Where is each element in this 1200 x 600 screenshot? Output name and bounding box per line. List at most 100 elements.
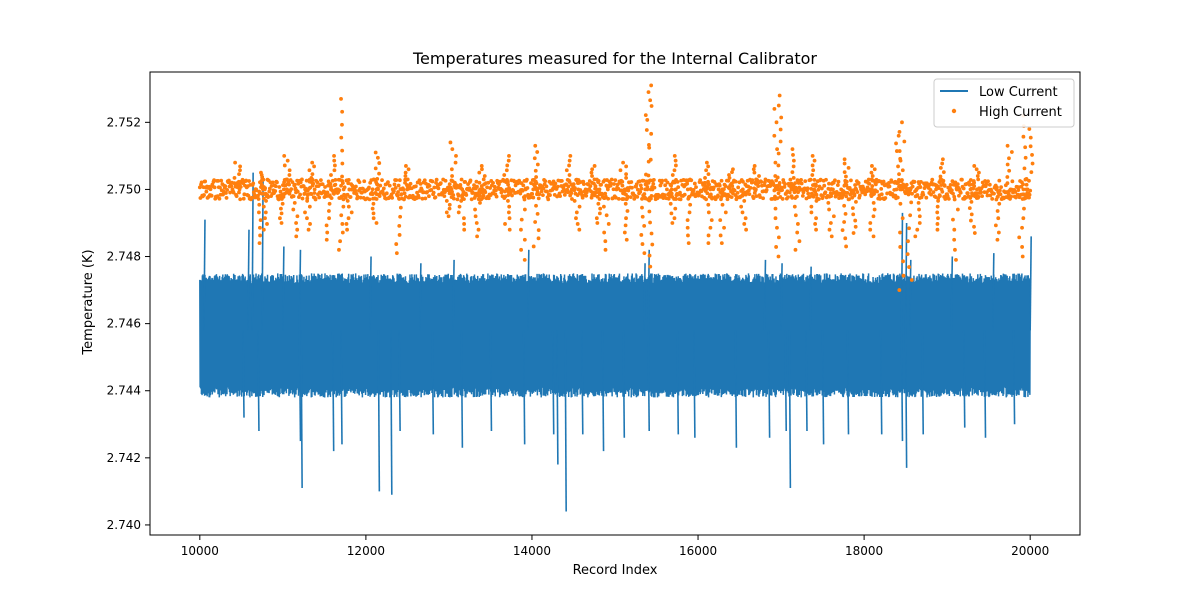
high-current-point — [996, 216, 1001, 221]
high-current-point — [622, 230, 627, 235]
high-current-point — [536, 228, 541, 233]
high-current-point — [704, 160, 709, 165]
high-current-point — [1016, 188, 1021, 193]
high-current-point — [444, 210, 449, 215]
high-current-point — [897, 177, 901, 182]
high-current-point — [371, 201, 376, 206]
high-current-point — [893, 179, 898, 184]
high-current-point — [447, 202, 452, 207]
high-current-point — [895, 195, 900, 200]
high-current-point — [871, 200, 876, 205]
high-current-point — [938, 174, 943, 179]
high-current-point — [993, 223, 998, 228]
high-current-point — [423, 196, 428, 201]
high-current-point — [295, 227, 300, 232]
high-current-point — [505, 177, 509, 182]
high-current-point — [472, 183, 476, 188]
high-current-point — [997, 201, 1002, 206]
high-current-point — [702, 187, 707, 192]
high-current-point — [647, 142, 651, 147]
high-current-point — [976, 194, 981, 199]
high-current-point — [914, 194, 919, 199]
low-current-spike — [622, 330, 626, 438]
high-current-point — [872, 167, 877, 172]
high-current-point — [1014, 195, 1018, 200]
high-current-point — [783, 182, 787, 186]
high-current-point — [387, 183, 392, 188]
high-current-point — [237, 187, 242, 192]
high-current-point — [632, 197, 637, 201]
high-current-point — [665, 180, 670, 185]
plot-frame — [149, 71, 1081, 536]
high-current-point — [931, 190, 936, 195]
high-current-point — [998, 188, 1002, 193]
high-current-point — [427, 183, 432, 188]
high-current-point — [813, 222, 818, 226]
high-current-point — [790, 196, 795, 200]
high-current-point — [1022, 166, 1027, 171]
x-tick-label: 14000 — [513, 544, 551, 558]
high-current-point — [844, 244, 848, 249]
high-current-point — [590, 167, 595, 172]
high-current-point — [306, 227, 311, 232]
high-current-point — [646, 173, 651, 178]
high-current-point — [1027, 178, 1031, 183]
high-current-point — [896, 133, 901, 138]
high-current-point — [790, 170, 795, 175]
high-current-point — [869, 170, 874, 175]
high-current-point — [405, 177, 410, 182]
high-current-point — [672, 216, 677, 221]
high-current-point — [565, 177, 570, 182]
high-current-point — [773, 197, 778, 201]
high-current-point — [900, 216, 905, 221]
high-current-point — [566, 184, 571, 189]
high-current-point — [840, 195, 844, 200]
high-current-point — [900, 120, 904, 125]
high-current-point — [305, 199, 310, 203]
high-current-point — [795, 230, 800, 235]
high-current-point — [857, 193, 862, 198]
high-current-point — [225, 187, 230, 192]
y-axis-label: Temperature (K) — [81, 249, 96, 355]
high-current-point — [640, 242, 645, 246]
high-current-point — [897, 288, 902, 292]
high-current-point — [915, 227, 920, 232]
high-current-point — [814, 182, 818, 187]
high-current-point — [719, 178, 724, 183]
high-current-point — [422, 178, 427, 183]
high-current-point — [611, 187, 616, 192]
high-current-point — [692, 181, 697, 186]
high-current-point — [340, 222, 345, 226]
high-current-point — [625, 209, 630, 213]
high-current-point — [808, 177, 813, 182]
high-current-point — [758, 195, 763, 200]
low-current-spike — [551, 330, 555, 435]
high-current-point — [533, 143, 538, 148]
high-current-point — [826, 200, 831, 205]
high-current-point — [812, 187, 817, 192]
high-current-point — [640, 197, 644, 201]
high-current-point — [604, 213, 609, 218]
high-current-point — [300, 177, 304, 182]
high-current-point — [935, 222, 940, 226]
high-current-point — [699, 189, 704, 194]
high-current-point — [523, 194, 527, 199]
high-current-point — [310, 160, 315, 165]
high-current-point — [355, 194, 360, 199]
low-current-spike — [780, 263, 783, 331]
high-current-point — [1005, 143, 1010, 148]
high-current-point — [854, 199, 858, 204]
high-current-point — [1025, 187, 1030, 192]
high-current-point — [347, 187, 352, 192]
high-current-point — [720, 202, 725, 207]
high-current-point — [986, 179, 990, 184]
high-current-point — [532, 156, 537, 161]
high-current-point — [686, 233, 690, 238]
legend-marker-high-current — [951, 108, 957, 114]
high-current-point — [935, 204, 940, 209]
high-current-point — [403, 174, 408, 178]
low-current-spike — [300, 330, 303, 489]
high-current-point — [507, 216, 512, 221]
high-current-point — [743, 216, 748, 221]
high-current-point — [967, 182, 972, 187]
